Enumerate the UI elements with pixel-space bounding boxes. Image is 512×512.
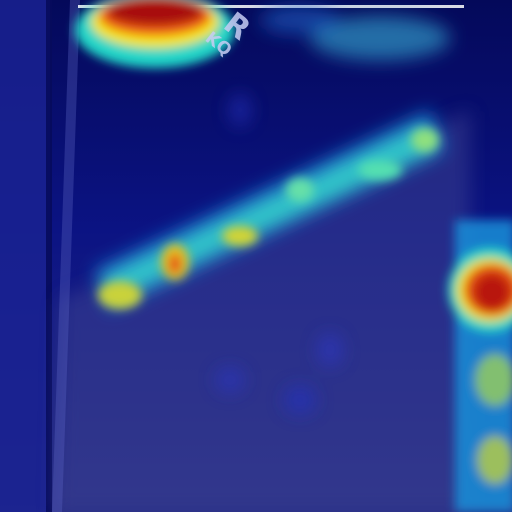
- lower-sheet: [55, 110, 470, 512]
- lower-blobs: [216, 94, 342, 414]
- left-panel-edge: [46, 0, 52, 512]
- top-right-band: [260, 6, 450, 60]
- right-hotspot: [448, 220, 512, 512]
- top-hotspot: [75, 0, 235, 68]
- diagonal-hotspots: [98, 128, 439, 309]
- top-line: [78, 5, 464, 8]
- sheet-highlight: [52, 0, 80, 512]
- left-panel: [0, 0, 50, 512]
